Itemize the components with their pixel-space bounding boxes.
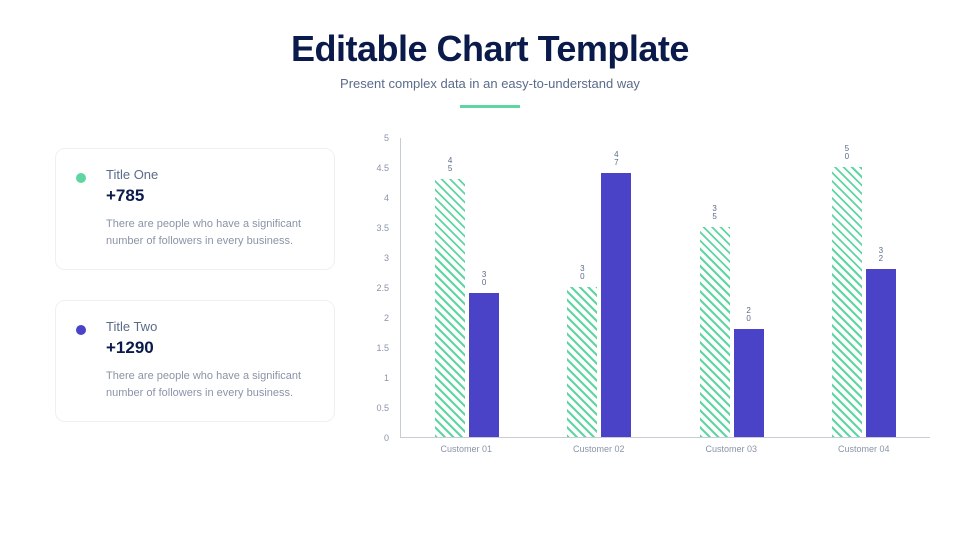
plot-area: 4 53 03 04 73 52 05 03 2 [400,138,930,438]
y-tick: 4 [384,193,389,203]
bar-value-label: 3 5 [712,205,716,221]
bar-series2: 2 0 [734,329,764,437]
bar-value-label: 3 2 [879,247,883,263]
x-axis-labels: Customer 01 Customer 02 Customer 03 Custome… [400,444,930,454]
x-tick-label: Customer 01 [426,444,506,454]
x-tick-label: Customer 04 [824,444,904,454]
x-tick-label: Customer 02 [559,444,639,454]
y-tick: 0.5 [376,403,389,413]
card-title: Title One [106,167,314,182]
y-tick: 3 [384,253,389,263]
bar-group: 4 53 0 [435,179,499,437]
bar-value-label: 4 7 [614,151,618,167]
y-tick: 2.5 [376,283,389,293]
bar-series1: 3 0 [567,287,597,437]
legend-dot-one [76,173,86,183]
card-desc: There are people who have a significant … [106,216,314,249]
bar-value-label: 3 0 [580,265,584,281]
bar-groups: 4 53 03 04 73 52 05 03 2 [401,138,930,437]
page-title: Editable Chart Template [0,28,980,70]
bar-series1: 4 5 [435,179,465,437]
y-tick: 1.5 [376,343,389,353]
bar-series2: 4 7 [601,173,631,437]
y-tick: 0 [384,433,389,443]
x-tick-label: Customer 03 [691,444,771,454]
bar-group: 3 04 7 [567,173,631,437]
info-card-one: Title One +785 There are people who have… [55,148,335,270]
bar-group: 3 52 0 [700,227,764,437]
y-tick: 4.5 [376,163,389,173]
info-cards: Title One +785 There are people who have… [55,138,335,478]
card-title: Title Two [106,319,314,334]
bar-value-label: 4 5 [448,157,452,173]
bar-group: 5 03 2 [832,167,896,437]
card-desc: There are people who have a significant … [106,368,314,401]
y-tick: 5 [384,133,389,143]
bar-value-label: 5 0 [845,145,849,161]
y-tick: 1 [384,373,389,383]
card-value: +785 [106,186,314,206]
y-tick: 2 [384,313,389,323]
bar-series2: 3 0 [469,293,499,437]
bar-series2: 3 2 [866,269,896,437]
header: Editable Chart Template Present complex … [0,0,980,108]
bar-value-label: 3 0 [482,271,486,287]
legend-dot-two [76,325,86,335]
y-tick: 3.5 [376,223,389,233]
info-card-two: Title Two +1290 There are people who hav… [55,300,335,422]
bar-series1: 5 0 [832,167,862,437]
content-row: Title One +785 There are people who have… [0,108,980,478]
page-subtitle: Present complex data in an easy-to-under… [0,76,980,91]
bar-chart: 00.511.522.533.544.55 4 53 03 04 73 52 0… [365,138,940,478]
card-value: +1290 [106,338,314,358]
bar-series1: 3 5 [700,227,730,437]
bar-value-label: 2 0 [746,307,750,323]
y-axis: 00.511.522.533.544.55 [365,138,395,438]
